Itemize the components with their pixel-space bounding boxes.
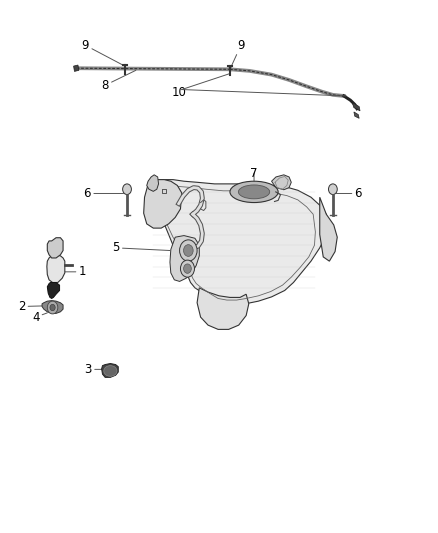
Polygon shape <box>47 238 63 258</box>
Text: 3: 3 <box>85 363 103 376</box>
Circle shape <box>180 240 197 261</box>
Text: 2: 2 <box>18 300 42 313</box>
Polygon shape <box>272 175 291 190</box>
Circle shape <box>184 245 193 256</box>
Polygon shape <box>352 102 360 111</box>
Circle shape <box>50 304 55 311</box>
Text: 1: 1 <box>65 265 86 278</box>
Polygon shape <box>320 197 337 261</box>
Text: 9: 9 <box>81 39 125 66</box>
Text: 6: 6 <box>84 187 124 200</box>
Ellipse shape <box>238 185 270 199</box>
Polygon shape <box>47 282 60 298</box>
Text: 6: 6 <box>336 187 362 200</box>
Text: 8: 8 <box>102 70 136 92</box>
Polygon shape <box>47 255 65 282</box>
Polygon shape <box>144 180 182 228</box>
Polygon shape <box>147 175 159 191</box>
Circle shape <box>184 264 191 273</box>
Text: 5: 5 <box>113 241 170 254</box>
Text: 9: 9 <box>230 39 245 69</box>
Polygon shape <box>170 236 199 281</box>
Text: 4: 4 <box>32 311 47 324</box>
Circle shape <box>180 260 194 277</box>
Polygon shape <box>149 180 326 305</box>
Polygon shape <box>102 364 118 377</box>
Polygon shape <box>42 301 63 313</box>
Circle shape <box>47 301 58 314</box>
Polygon shape <box>197 288 249 329</box>
Circle shape <box>328 184 337 195</box>
Text: 7: 7 <box>250 167 258 181</box>
Circle shape <box>123 184 131 195</box>
Polygon shape <box>74 65 79 71</box>
Ellipse shape <box>230 181 278 203</box>
Ellipse shape <box>104 366 117 376</box>
Text: 10: 10 <box>172 86 187 99</box>
Polygon shape <box>354 112 359 118</box>
